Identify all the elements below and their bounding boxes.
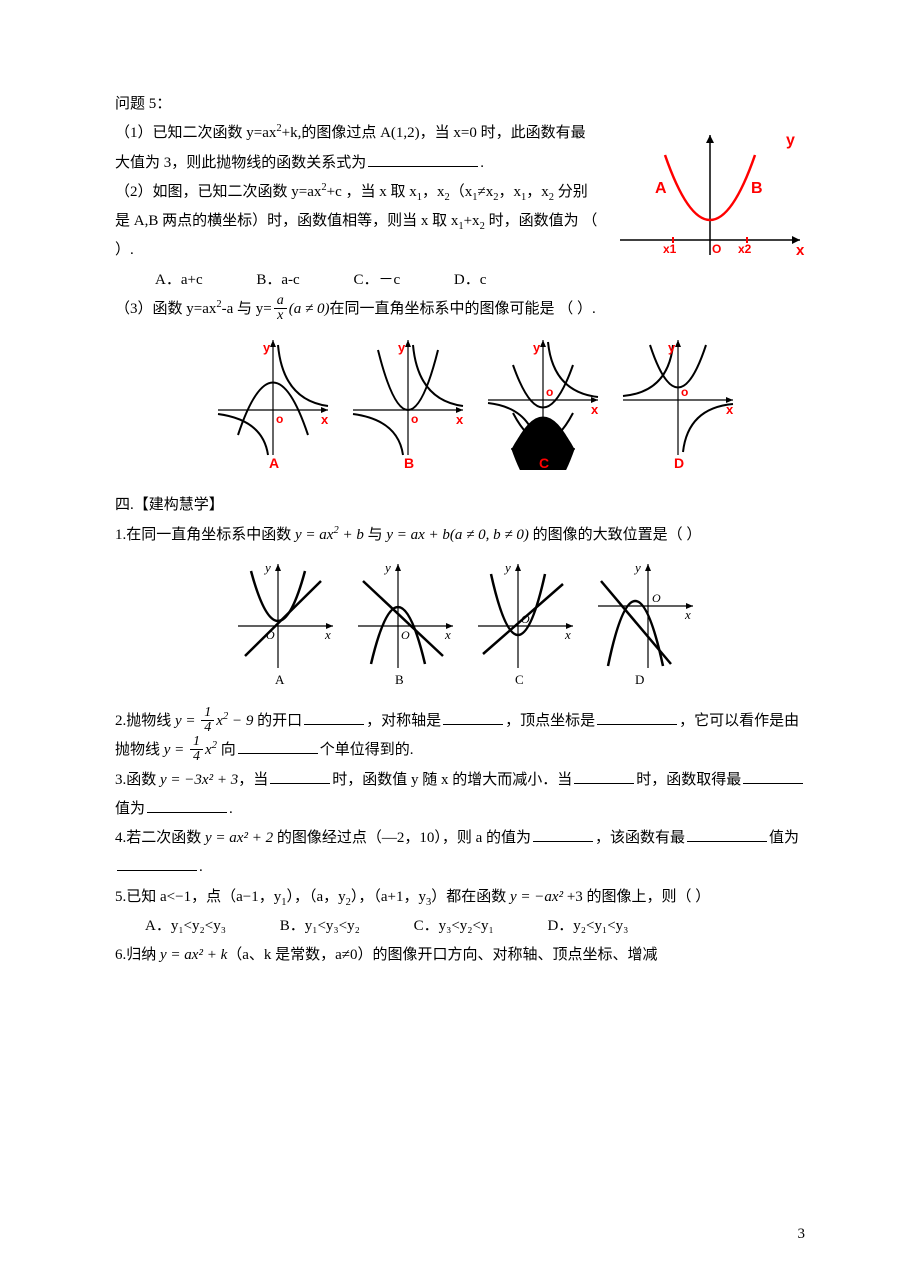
tick-label-x1: x1: [663, 242, 677, 256]
q5-1-p1: （1）已知二次函数 y=ax: [115, 125, 276, 141]
blank[interactable]: [304, 708, 364, 726]
svg-text:y: y: [503, 560, 511, 575]
s4-q6-text: 6.归纳 y = ax² + k（a、k 是常数，a≠0）的图像开口方向、对称轴…: [115, 941, 810, 970]
page-number: 3: [798, 1226, 806, 1243]
figure-parabola-ab: y x A B x1 x2 O: [610, 125, 810, 281]
svg-text:y: y: [668, 340, 676, 355]
s4-q4-text: 4.若二次函数 y = ax² + 2 的图像经过点（—2，10），则 a 的值…: [115, 824, 810, 883]
svg-text:y: y: [263, 560, 271, 575]
svg-text:B: B: [395, 672, 404, 686]
svg-text:o: o: [546, 385, 553, 399]
blank[interactable]: [117, 854, 197, 872]
origin-label: O: [712, 242, 721, 256]
s4-q1-figure-row: y x O A y x O B y x O: [115, 556, 810, 697]
tick-label-x2: x2: [738, 242, 752, 256]
blank[interactable]: [147, 795, 227, 813]
svg-text:o: o: [411, 412, 418, 426]
point-label-a: A: [655, 180, 667, 197]
svg-text:y: y: [398, 340, 406, 355]
q5-1-blank[interactable]: [368, 149, 478, 167]
svg-text:A: A: [269, 455, 279, 470]
svg-text:y: y: [633, 560, 641, 575]
s4-q5-opt-b[interactable]: B．y₁<y₃<y₂: [280, 912, 360, 941]
blank[interactable]: [574, 766, 634, 784]
blank[interactable]: [533, 825, 593, 843]
section-heading: 问题 5：: [115, 90, 810, 119]
svg-text:x: x: [321, 412, 329, 427]
svg-text:x: x: [684, 607, 691, 622]
svg-text:x: x: [324, 627, 331, 642]
s4-q5-opt-c[interactable]: C．y₃<y₂<y₁: [414, 912, 494, 941]
svg-text:O: O: [266, 628, 275, 642]
svg-text:C: C: [515, 672, 524, 686]
q5-2-opt-d[interactable]: D．c: [454, 266, 487, 295]
svg-text:C: C: [539, 455, 549, 470]
section-heading: 四.【建构慧学】: [115, 491, 810, 520]
blank[interactable]: [238, 737, 318, 755]
blank[interactable]: [687, 825, 767, 843]
s4-q3-text: 3.函数 y = −3x² + 3，当时，函数值 y 随 x 的增大而减小．当时…: [115, 766, 810, 825]
svg-text:O: O: [401, 628, 410, 642]
blank[interactable]: [597, 708, 677, 726]
blank[interactable]: [743, 766, 803, 784]
svg-text:A: A: [275, 672, 285, 686]
blank[interactable]: [270, 766, 330, 784]
svg-text:x: x: [456, 412, 464, 427]
s4-q5-options: A．y₁<y₂<y₃ B．y₁<y₃<y₂ C．y₃<y₂<y₁ D．y₂<y₁…: [145, 912, 810, 941]
q5-2-opt-b[interactable]: B．a-c: [256, 266, 299, 295]
svg-text:B: B: [404, 455, 414, 470]
svg-text:x: x: [591, 402, 599, 417]
s4-q5-opt-d[interactable]: D．y₂<y₁<y₃: [547, 912, 628, 941]
point-label-b: B: [751, 180, 763, 197]
s4-q2-text: 2.抛物线 y = 14x2 − 9 的开口，对称轴是，顶点坐标是，它可以看作是…: [115, 707, 810, 766]
s4-q5-text: 5.已知 a<−1，点（a−1，y1），（a，y2），（a+1，y3）都在函数 …: [115, 883, 810, 912]
svg-text:y: y: [533, 340, 541, 355]
svg-text:x: x: [444, 627, 451, 642]
q5-2-opt-a[interactable]: A．a+c: [155, 266, 203, 295]
svg-text:o: o: [276, 412, 283, 426]
svg-text:O: O: [652, 591, 661, 605]
svg-text:y: y: [383, 560, 391, 575]
svg-text:D: D: [674, 455, 684, 470]
axis-label-y: y: [786, 132, 795, 149]
svg-text:O: O: [521, 612, 530, 626]
svg-text:o: o: [681, 385, 688, 399]
q5-2-opt-c[interactable]: C．－c: [353, 266, 400, 295]
q5-3-text: （3）函数 y=ax2-a 与 y=ax(a ≠ 0)在同一直角坐标系中的图像可…: [115, 295, 810, 324]
blank[interactable]: [443, 708, 503, 726]
s4-q5-opt-a[interactable]: A．y₁<y₂<y₃: [145, 912, 226, 941]
svg-text:D: D: [635, 672, 644, 686]
s4-q1-text: 1.在同一直角坐标系中函数 y = ax2 + b 与 y = ax + b(a…: [115, 521, 810, 550]
svg-text:x: x: [726, 402, 734, 417]
q5-3-figure-row: y x o A y x o B: [115, 330, 810, 481]
svg-text:y: y: [263, 340, 271, 355]
axis-label-x: x: [796, 242, 805, 259]
svg-text:x: x: [564, 627, 571, 642]
